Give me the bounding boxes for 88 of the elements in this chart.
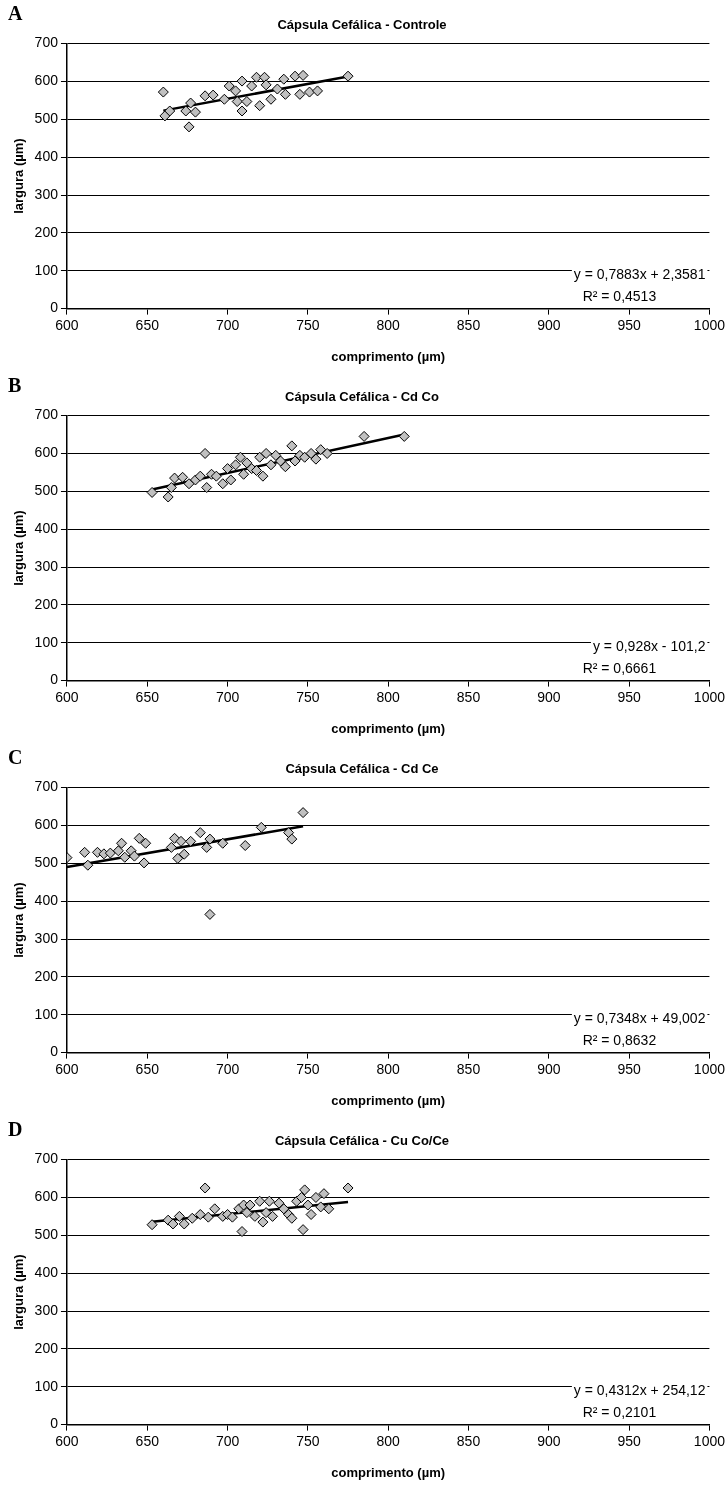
y-tick-label: 200 — [34, 223, 59, 240]
x-tick-label: 750 — [296, 1060, 320, 1077]
y-axis-title: largura (µm) — [11, 882, 27, 958]
x-axis-title: comprimento (µm) — [331, 348, 446, 364]
x-tick-label: 800 — [376, 1432, 401, 1449]
y-tick-label: 700 — [34, 1150, 59, 1167]
x-tick-label: 1000 — [693, 1060, 726, 1077]
text: A — [8, 2, 23, 25]
y-tick-label: 100 — [34, 261, 59, 278]
annotation: R² = 0,4513 — [582, 288, 657, 305]
y-tick-label: 600 — [34, 1188, 59, 1205]
x-tick-label: 650 — [135, 316, 160, 333]
x-tick-label: 650 — [135, 1060, 160, 1077]
y-axis-title: largura (µm) — [11, 138, 27, 214]
x-tick-label: 950 — [617, 1432, 642, 1449]
y-tick-label: 700 — [34, 778, 59, 795]
chart-title: Cápsula Cefálica - Controle — [277, 17, 447, 33]
x-tick-label: 950 — [617, 688, 642, 705]
y-tick-label: 300 — [34, 1301, 59, 1318]
y-axis-title: largura (µm) — [11, 1254, 27, 1330]
x-tick-label: 800 — [376, 316, 401, 333]
y-tick-label: 200 — [34, 967, 59, 984]
x-tick-label: 1000 — [693, 1432, 726, 1449]
text: D — [8, 1118, 23, 1141]
x-axis-title: comprimento (µm) — [331, 1092, 446, 1108]
y-tick-label: 200 — [34, 1339, 59, 1356]
y-tick-label: 100 — [34, 1377, 59, 1394]
x-tick-label: 800 — [376, 688, 401, 705]
y-tick-label: 500 — [34, 110, 59, 127]
y-tick-label: 700 — [34, 34, 59, 51]
y-tick-label: 300 — [34, 557, 59, 574]
y-tick-label: 700 — [34, 406, 59, 423]
x-axis-title: comprimento (µm) — [331, 1464, 446, 1480]
annotation: y = 0,4312x + 254,12 — [573, 1382, 706, 1399]
y-axis-title: largura (µm) — [11, 510, 27, 586]
y-tick-label: 400 — [34, 1264, 59, 1281]
x-tick-label: 650 — [135, 1432, 160, 1449]
y-tick-label: 300 — [34, 929, 59, 946]
x-tick-label: 900 — [537, 1432, 561, 1449]
y-tick-label: 100 — [34, 1005, 59, 1022]
y-tick-label: 400 — [34, 520, 59, 537]
x-tick-label: 900 — [537, 1060, 561, 1077]
x-axis-title: comprimento (µm) — [331, 720, 446, 736]
x-tick-label: 650 — [135, 688, 160, 705]
annotation: R² = 0,8632 — [582, 1032, 657, 1049]
y-tick-label: 500 — [34, 482, 59, 499]
y-tick-label: 400 — [34, 148, 59, 165]
y-tick-label: 400 — [34, 892, 59, 909]
x-tick-label: 700 — [215, 1432, 240, 1449]
chart-title: Cápsula Cefálica - Cu Co/Ce — [274, 1133, 450, 1149]
x-tick-label: 750 — [296, 1432, 320, 1449]
chart-title: Cápsula Cefálica - Cd Ce — [285, 761, 439, 777]
x-tick-label: 950 — [617, 1060, 642, 1077]
x-tick-label: 750 — [296, 688, 320, 705]
text: B — [8, 374, 22, 397]
x-tick-label: 700 — [215, 688, 240, 705]
y-tick-label: 600 — [34, 72, 59, 89]
chart-title: Cápsula Cefálica - Cd Co — [285, 389, 439, 405]
y-tick-label: 500 — [34, 854, 59, 871]
y-tick-label: 0 — [50, 1043, 59, 1060]
x-tick-label: 950 — [617, 316, 642, 333]
y-tick-label: 300 — [34, 185, 59, 202]
annotation: R² = 0,6661 — [582, 660, 657, 677]
x-tick-label: 1000 — [693, 316, 726, 333]
x-tick-label: 700 — [215, 1060, 240, 1077]
y-tick-label: 500 — [34, 1226, 59, 1243]
x-tick-label: 1000 — [693, 688, 726, 705]
y-tick-label: 0 — [50, 1415, 59, 1432]
x-tick-label: 850 — [456, 316, 481, 333]
x-tick-label: 700 — [215, 316, 240, 333]
y-tick-label: 100 — [34, 633, 59, 650]
x-tick-label: 750 — [296, 316, 320, 333]
y-tick-label: 600 — [34, 444, 59, 461]
annotation: y = 0,7348x + 49,002 — [573, 1010, 706, 1027]
x-tick-label: 800 — [376, 1060, 401, 1077]
annotation: y = 0,928x - 101,2 — [592, 638, 706, 655]
x-tick-label: 850 — [456, 1060, 481, 1077]
x-tick-label: 900 — [537, 316, 561, 333]
x-tick-label: 850 — [456, 1432, 481, 1449]
annotation: y = 0,7883x + 2,3581 — [573, 266, 706, 283]
y-tick-label: 600 — [34, 816, 59, 833]
y-tick-label: 0 — [50, 671, 59, 688]
x-tick-label: 900 — [537, 688, 561, 705]
text: C — [8, 746, 23, 769]
y-tick-label: 200 — [34, 595, 59, 612]
x-tick-label: 850 — [456, 688, 481, 705]
y-tick-label: 0 — [50, 299, 59, 316]
annotation: R² = 0,2101 — [582, 1404, 657, 1421]
